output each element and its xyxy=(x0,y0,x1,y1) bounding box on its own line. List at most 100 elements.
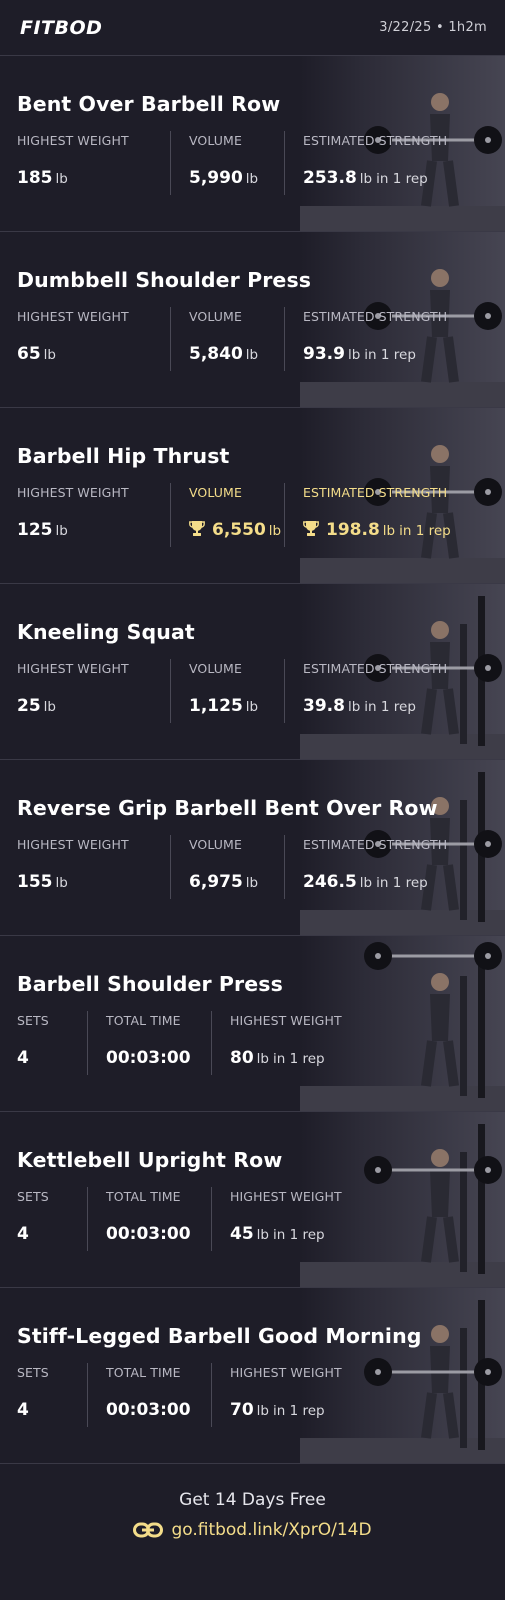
stat-value: 198.8 lb in 1 rep xyxy=(303,518,504,543)
workout-date-duration: 3/22/25 • 1h2m xyxy=(379,20,487,35)
exercise-title: Kneeling Squat xyxy=(17,620,195,644)
exercise-card-content: Barbell Shoulder Press SETS 4 TOTAL TIME 00:… xyxy=(0,936,505,1075)
stat: VOLUME 6,975 lb xyxy=(170,835,284,899)
stat-number: 6,550 xyxy=(212,520,266,540)
stat-label: HIGHEST WEIGHT xyxy=(17,133,129,148)
trophy-icon xyxy=(189,521,205,536)
stat-value: 6,550 lb xyxy=(189,518,284,543)
stat-value: 65 lb xyxy=(17,342,170,367)
exercise-card: Dumbbell Shoulder Press HIGHEST WEIGHT 65 l… xyxy=(0,232,505,408)
exercise-card: Bent Over Barbell Row HIGHEST WEIGHT 185 lb… xyxy=(0,56,505,232)
stat: HIGHEST WEIGHT 70 lb in 1 rep xyxy=(211,1363,501,1427)
exercise-stats: HIGHEST WEIGHT 185 lb VOLUME 5,990 lb ESTIMATE… xyxy=(17,131,505,195)
stat-label: SETS xyxy=(17,1013,49,1028)
stat-number: 1,125 xyxy=(189,696,243,716)
exercise-title: Reverse Grip Barbell Bent Over Row xyxy=(17,796,438,820)
footer: Get 14 Days Free go.fitbod.link/XprO/14D xyxy=(0,1464,505,1591)
stat-value: 4 xyxy=(17,1222,87,1246)
exercise-card-content: Bent Over Barbell Row HIGHEST WEIGHT 185 lb… xyxy=(0,56,505,195)
link-icon xyxy=(133,1522,164,1538)
exercise-card: Kneeling Squat HIGHEST WEIGHT 25 lb VOLUME 1,… xyxy=(0,584,505,760)
cta-text: Get 14 Days Free xyxy=(179,1490,326,1510)
stat-label: ESTIMATED STRENGTH xyxy=(303,837,448,852)
exercise-stats: HIGHEST WEIGHT 25 lb VOLUME 1,125 lb ESTIMATED… xyxy=(17,659,505,723)
stat-unit: lb xyxy=(256,1227,269,1243)
exercise-title: Barbell Hip Thrust xyxy=(17,444,230,468)
stat-label: SETS xyxy=(17,1365,49,1380)
promo-link-text[interactable]: go.fitbod.link/XprO/14D xyxy=(171,1520,372,1540)
stat: ESTIMATED STRENGTH 39.8 lb in 1 rep xyxy=(284,659,504,723)
exercise-title: Kettlebell Upright Row xyxy=(17,1148,283,1172)
stat: HIGHEST WEIGHT 185 lb xyxy=(17,131,170,195)
stat-label: ESTIMATED STRENGTH xyxy=(303,485,448,500)
stat-value: 00:03:00 xyxy=(106,1046,211,1070)
stat-unit: lb xyxy=(55,875,68,891)
stat-number: 00:03:00 xyxy=(106,1400,191,1420)
stat-number: 125 xyxy=(17,520,53,540)
stat-reps: in 1 rep xyxy=(273,1403,325,1419)
stat-number: 4 xyxy=(17,1224,29,1244)
exercise-figure-icon xyxy=(300,772,505,935)
exercise-figure-icon xyxy=(300,1300,505,1463)
trophy-icon xyxy=(303,521,319,536)
stat-value: 185 lb xyxy=(17,166,170,191)
stat-label: HIGHEST WEIGHT xyxy=(17,309,129,324)
exercise-stats: SETS 4 TOTAL TIME 00:03:00 HIGHEST WEIGHT 45 l… xyxy=(17,1187,505,1251)
stat-value: 6,975 lb xyxy=(189,870,284,895)
exercise-photo xyxy=(300,56,505,231)
exercise-title: Dumbbell Shoulder Press xyxy=(17,268,312,292)
stat: ESTIMATED STRENGTH 93.9 lb in 1 rep xyxy=(284,307,504,371)
stat-unit: lb xyxy=(347,699,361,715)
exercise-card-content: Dumbbell Shoulder Press HIGHEST WEIGHT 65 l… xyxy=(0,232,505,371)
exercise-title: Barbell Shoulder Press xyxy=(17,972,283,996)
stat-label: TOTAL TIME xyxy=(106,1365,181,1380)
exercise-stats: SETS 4 TOTAL TIME 00:03:00 HIGHEST WEIGHT 70 l… xyxy=(17,1363,505,1427)
stat: ESTIMATED STRENGTH 246.5 lb in 1 rep xyxy=(284,835,504,899)
stat-number: 4 xyxy=(17,1048,29,1068)
exercise-photo xyxy=(300,1112,505,1287)
stat-value: 125 lb xyxy=(17,518,170,543)
stat-unit: lb xyxy=(359,875,373,891)
stat-value: 00:03:00 xyxy=(106,1398,211,1422)
stat-number: 00:03:00 xyxy=(106,1224,191,1244)
exercise-card: Reverse Grip Barbell Bent Over Row HIGHES… xyxy=(0,760,505,936)
stat-number: 6,975 xyxy=(189,872,243,892)
exercise-card-content: Kettlebell Upright Row SETS 4 TOTAL TIME 00:… xyxy=(0,1112,505,1251)
exercise-card: Kettlebell Upright Row SETS 4 TOTAL TIME 00:… xyxy=(0,1112,505,1288)
stat-unit: lb xyxy=(382,523,396,539)
stat-unit: lb xyxy=(359,171,373,187)
exercise-card-content: Stiff-Legged Barbell Good Morning SETS 4 TO… xyxy=(0,1288,505,1427)
exercise-photo xyxy=(300,584,505,759)
stat-value: 45 lb in 1 rep xyxy=(230,1222,501,1247)
stat-unit: lb xyxy=(55,523,68,539)
stat-unit: lb xyxy=(268,523,282,539)
exercise-card: Barbell Hip Thrust HIGHEST WEIGHT 125 lb VOL… xyxy=(0,408,505,584)
exercise-card-content: Kneeling Squat HIGHEST WEIGHT 25 lb VOLUME 1,… xyxy=(0,584,505,723)
stat-label: ESTIMATED STRENGTH xyxy=(303,309,448,324)
exercise-title: Bent Over Barbell Row xyxy=(17,92,281,116)
exercise-card: Stiff-Legged Barbell Good Morning SETS 4 TO… xyxy=(0,1288,505,1464)
stat: TOTAL TIME 00:03:00 xyxy=(87,1187,211,1251)
stat: VOLUME 5,990 lb xyxy=(170,131,284,195)
stat-label: SETS xyxy=(17,1189,49,1204)
stat-reps: in 1 rep xyxy=(376,875,428,891)
stat-value: 4 xyxy=(17,1398,87,1422)
stat-number: 5,840 xyxy=(189,344,243,364)
stat-number: 80 xyxy=(230,1048,254,1068)
exercise-stats: HIGHEST WEIGHT 155 lb VOLUME 6,975 lb ESTIMATE… xyxy=(17,835,505,899)
stat-unit: lb xyxy=(43,699,56,715)
stat: SETS 4 xyxy=(17,1011,87,1075)
stat-value: 00:03:00 xyxy=(106,1222,211,1246)
stat-number: 253.8 xyxy=(303,168,357,188)
promo-link[interactable]: go.fitbod.link/XprO/14D xyxy=(0,1520,505,1540)
stat: HIGHEST WEIGHT 155 lb xyxy=(17,835,170,899)
stat-value: 155 lb xyxy=(17,870,170,895)
stat-label: VOLUME xyxy=(189,485,242,500)
stat-label: HIGHEST WEIGHT xyxy=(230,1189,342,1204)
exercise-list: Bent Over Barbell Row HIGHEST WEIGHT 185 lb… xyxy=(0,56,505,1464)
stat-unit: lb xyxy=(245,875,259,891)
exercise-figure-icon xyxy=(300,942,505,1111)
stat-number: 39.8 xyxy=(303,696,345,716)
exercise-photo xyxy=(300,1288,505,1463)
